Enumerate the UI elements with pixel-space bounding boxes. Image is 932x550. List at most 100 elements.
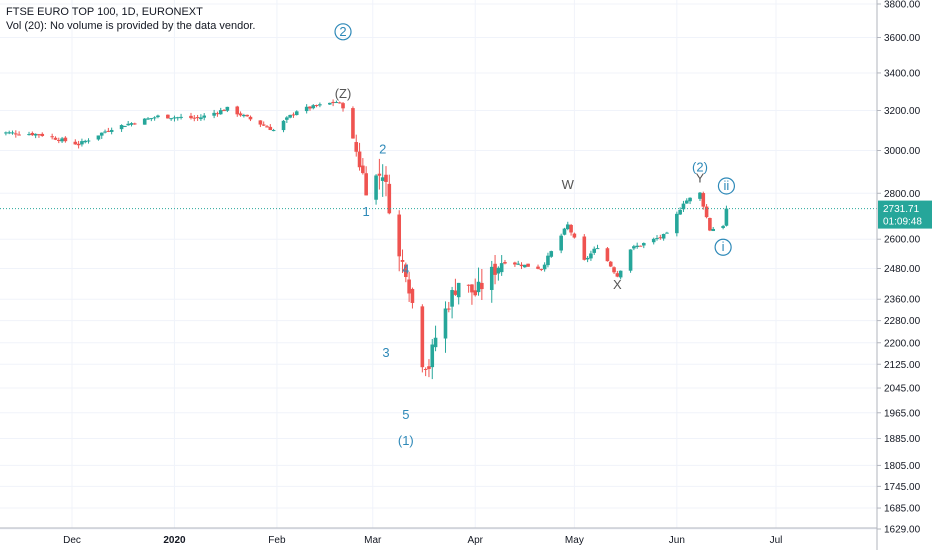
candle [132, 122, 137, 125]
candle-body [559, 235, 563, 251]
time-tick-label: Dec [63, 535, 81, 546]
last-price-tag [878, 200, 932, 229]
candle [641, 242, 646, 249]
price-tick-label: 2125.00 [884, 360, 921, 371]
candle [60, 136, 64, 143]
candle-body [235, 106, 240, 115]
candle [331, 99, 335, 107]
candle-body [430, 344, 435, 368]
candle [334, 100, 339, 104]
candle [684, 198, 689, 204]
candle [380, 164, 385, 197]
candle [519, 262, 524, 270]
candle-body [427, 366, 431, 369]
candle-body [119, 125, 124, 130]
price-tick-label: 2280.00 [884, 316, 921, 327]
candle-body [546, 255, 550, 266]
wave-label: 3 [382, 345, 389, 360]
candle-body [341, 103, 345, 109]
candle-body [192, 117, 197, 119]
price-axis[interactable]: 3800.00 3600.00 3400.00 3200.00 3000.00 2800.… [876, 0, 932, 550]
price-tick-label: 1629.00 [884, 525, 921, 536]
candle [37, 133, 41, 138]
candle [628, 249, 633, 273]
candle [96, 135, 101, 141]
candle-body [179, 116, 183, 118]
price-tick-label: 1745.00 [884, 482, 921, 493]
candle [493, 254, 497, 285]
candle [364, 166, 368, 196]
candle-body [195, 117, 200, 119]
candle-body [473, 290, 478, 296]
candle-body [288, 114, 292, 118]
symbol-title[interactable]: FTSE EURO TOP 100, 1D, EURONEXT [6, 6, 203, 18]
candle [17, 131, 21, 136]
candle-body [50, 136, 54, 138]
candle [80, 138, 84, 147]
candle-body [361, 165, 365, 174]
candle-body [470, 284, 474, 293]
candle-body [480, 282, 484, 290]
candle [142, 118, 147, 125]
candle [222, 109, 226, 112]
candle-body [225, 106, 230, 111]
wave-label: i [722, 239, 725, 254]
candle-body [724, 208, 729, 226]
candle [661, 233, 666, 241]
candle-body [103, 131, 107, 133]
candle-body [569, 224, 573, 233]
candle-body [149, 118, 154, 120]
candle-body [708, 217, 712, 231]
candle-body [681, 203, 686, 210]
candle-body [496, 267, 501, 274]
candle [318, 102, 322, 108]
candle-body [450, 290, 454, 307]
volume-note: Vol (20): No volume is provided by the d… [6, 20, 256, 32]
wave-label: 5 [402, 407, 409, 422]
candle [56, 137, 61, 144]
candle-body [618, 270, 623, 278]
candle-body [60, 138, 64, 142]
time-tick-label: May [565, 535, 584, 546]
candle-body [423, 368, 428, 370]
candle [73, 139, 78, 145]
candle-body [503, 262, 507, 264]
price-tick-label: 3200.00 [884, 106, 921, 117]
candle [407, 271, 411, 302]
price-tick-label: 2600.00 [884, 235, 921, 246]
candle [248, 115, 253, 122]
wave-label-circle [714, 238, 732, 256]
candle [565, 221, 570, 231]
candle [430, 339, 435, 380]
candle-body [585, 257, 590, 260]
candle [542, 262, 547, 272]
candle-body [684, 200, 689, 204]
candle-body [129, 123, 134, 125]
grid [0, 0, 877, 530]
candle [456, 282, 461, 305]
candle [615, 270, 620, 278]
candle [152, 116, 157, 121]
candle [308, 106, 312, 111]
candle-body [536, 266, 540, 269]
candle [698, 191, 702, 201]
price-tick-label: 2360.00 [884, 295, 921, 306]
candle [109, 127, 114, 135]
candle-body [146, 118, 150, 120]
price-tick-label: 3400.00 [884, 68, 921, 79]
candle-body [466, 284, 471, 286]
candle-body [420, 306, 425, 368]
candle-body [380, 177, 385, 181]
candle [314, 104, 319, 108]
candle [156, 114, 160, 119]
candle-body [397, 214, 402, 257]
candle-body [308, 106, 312, 109]
candle-body [701, 193, 706, 207]
candle [655, 235, 659, 241]
candle [169, 118, 173, 121]
candle-body [661, 233, 666, 239]
candle [562, 227, 567, 236]
time-axis[interactable]: Dec 2020 Feb Mar Apr May Jun Jul [0, 527, 877, 546]
